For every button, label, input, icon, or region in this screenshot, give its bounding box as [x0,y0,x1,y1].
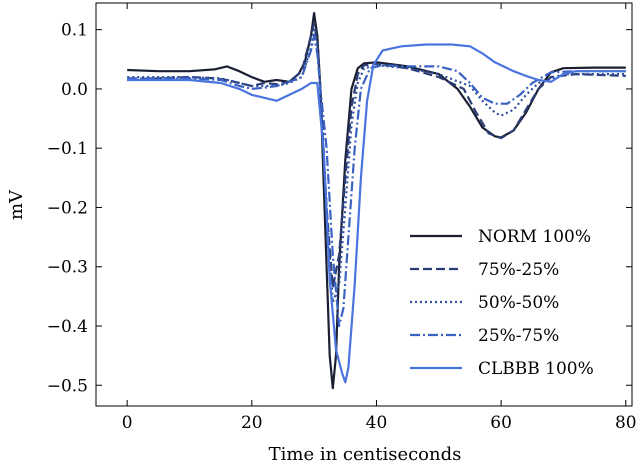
series-lines [127,12,626,390]
x-tick-label: 80 [615,413,637,433]
y-tick-label: 0.1 [61,21,88,41]
x-tick-label: 0 [122,413,133,433]
legend-label-5: CLBBB 100% [478,359,594,379]
legend-label-1: NORM 100% [478,227,591,247]
y-axis-label: mV [6,189,27,220]
y-tick-label: 0.0 [61,80,88,100]
x-tick-label: 20 [241,413,263,433]
legend-label-3: 50%-50% [478,293,559,313]
y-tick-label: −0.4 [47,317,88,337]
x-tick-label: 60 [490,413,512,433]
axis-ticks: 0 20 40 60 80 0.1 0.0 −0.1 −0.2 −0.3 −0.4 −0.5 [47,3,637,433]
legend: NORM 100% 75%-25% 50%-50% 25%-75% CLBBB 100% [410,227,594,379]
legend-label-4: 25%-75% [478,326,559,346]
y-tick-label: −0.5 [47,376,88,396]
x-axis-label: Time in centiseconds [269,444,462,464]
y-tick-label: −0.1 [47,139,88,159]
series-line-5 [127,43,626,384]
series-line-1 [127,12,626,390]
plot-frame [95,2,633,407]
y-tick-label: −0.2 [47,198,88,218]
y-tick-label: −0.3 [47,258,88,278]
legend-label-2: 75%-25% [478,260,559,280]
series-line-4 [127,34,626,328]
x-tick-label: 40 [366,413,388,433]
series-line-2 [127,22,626,289]
